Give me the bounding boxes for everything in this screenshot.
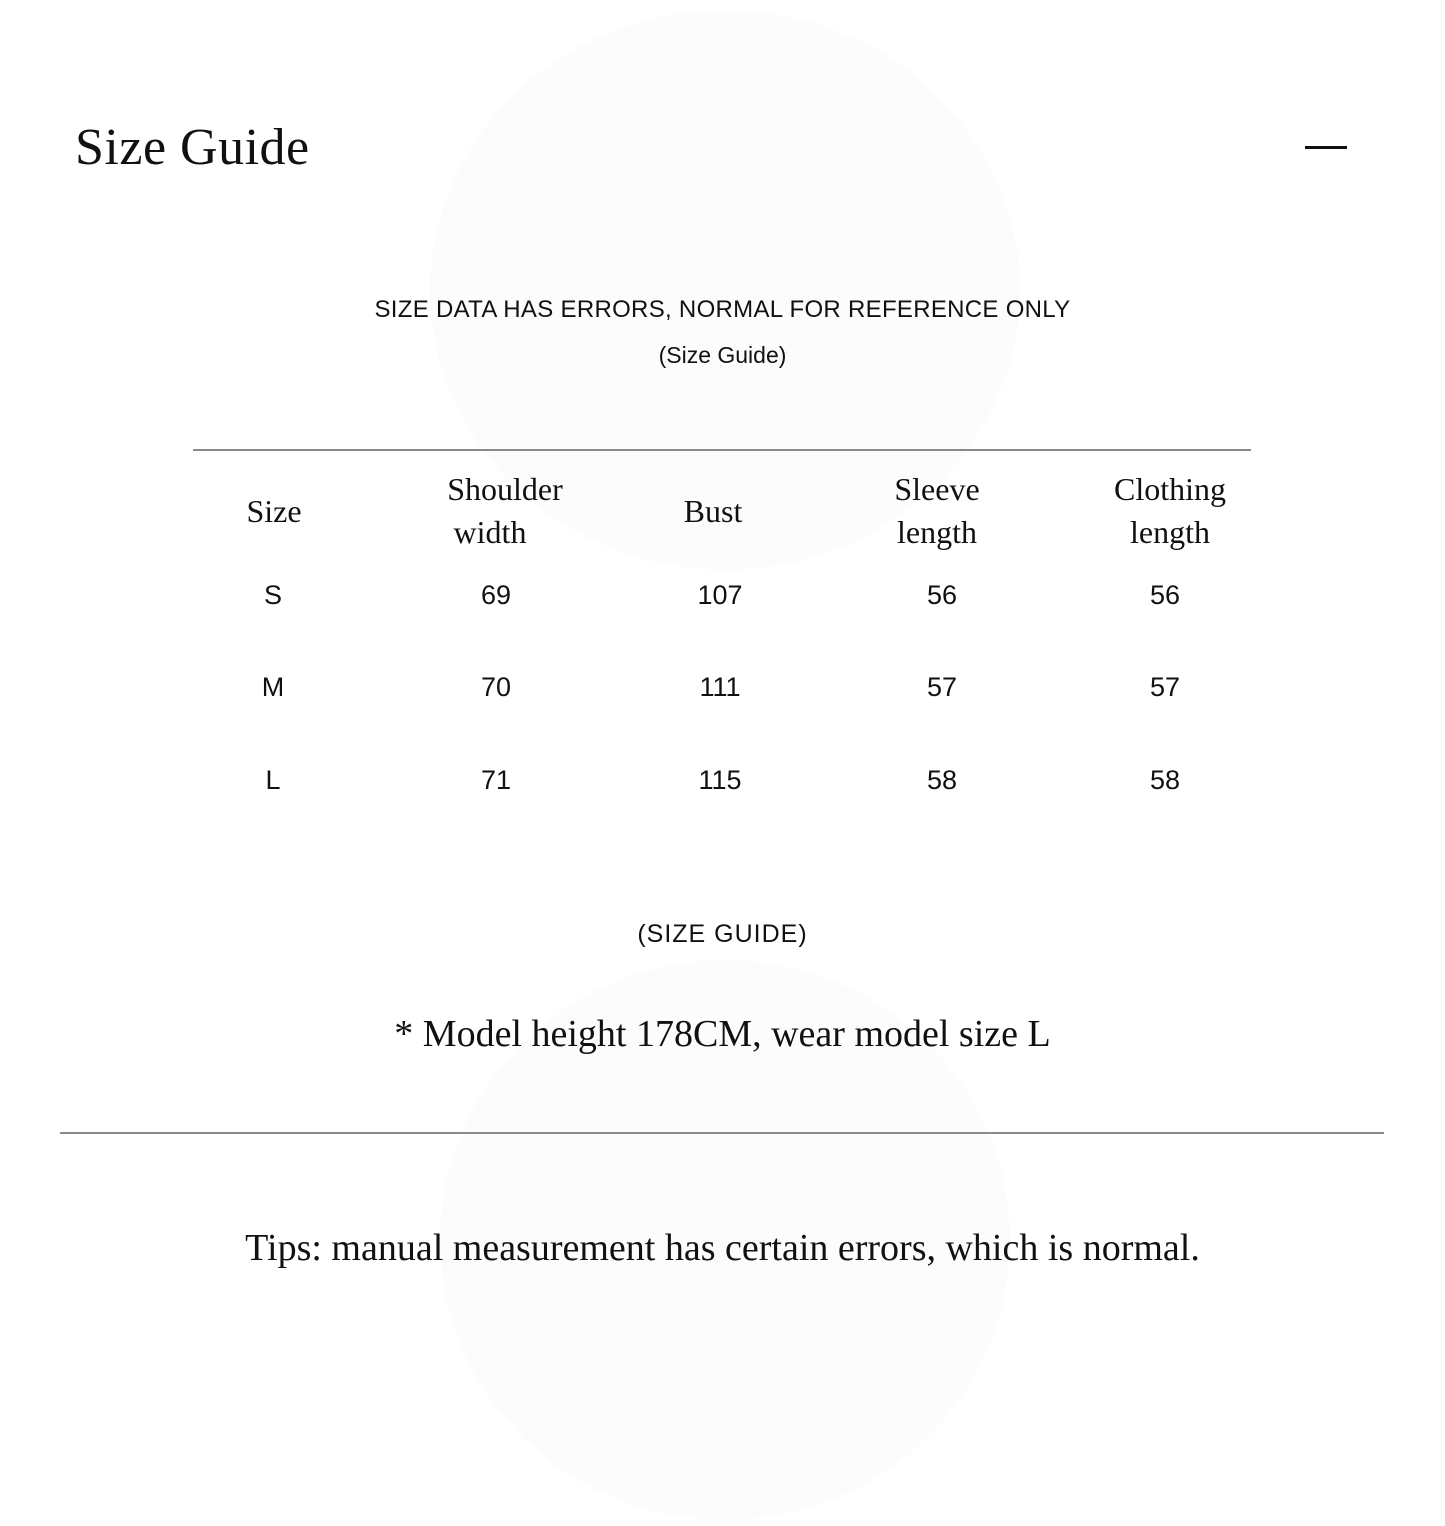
table-cell: 107 [697, 580, 743, 610]
table-cell: 69 [480, 580, 512, 610]
table-cell: M [261, 672, 285, 702]
model-note: * Model height 178CM, wear model size L [394, 1013, 1051, 1055]
table-cell: 57 [1149, 672, 1181, 702]
column-header: Clothing length [1114, 468, 1226, 554]
table-cell: 57 [926, 672, 958, 702]
column-header: Size [246, 490, 301, 533]
page-title: Size Guide [75, 119, 310, 176]
table-cell: 71 [480, 765, 512, 795]
tips-text: Tips: manual measurement has certain err… [245, 1227, 1200, 1269]
background-watermark [430, 10, 1020, 570]
section-divider [60, 1132, 1384, 1134]
table-top-divider [193, 449, 1251, 451]
column-header-line: width [453, 514, 527, 550]
column-header-line: length [897, 514, 977, 550]
table-cell: 56 [1149, 580, 1181, 610]
column-header-line: Size [246, 493, 302, 529]
background-watermark [440, 960, 1010, 1520]
section-label: (SIZE GUIDE) [637, 920, 808, 948]
table-cell: 56 [926, 580, 958, 610]
size-guide-subtitle: (Size Guide) [658, 342, 787, 368]
column-header-line: length [1130, 514, 1210, 550]
size-notice: SIZE DATA HAS ERRORS, NORMAL FOR REFEREN… [374, 296, 1071, 323]
table-cell: 58 [926, 765, 958, 795]
table-cell: 70 [480, 672, 512, 702]
column-header: Shoulder width [447, 468, 563, 554]
minus-icon[interactable] [1305, 146, 1347, 149]
table-cell: 111 [699, 672, 741, 702]
column-header-line: Clothing [1113, 471, 1227, 507]
table-cell: 58 [1149, 765, 1181, 795]
table-cell: L [265, 765, 281, 795]
column-header: Bust [684, 490, 743, 533]
table-cell: 115 [698, 765, 742, 795]
column-header-line: Bust [683, 493, 743, 529]
table-cell: S [263, 580, 283, 610]
column-header: Sleeve length [894, 468, 979, 554]
column-header-line: Sleeve [894, 471, 980, 507]
column-header-line: Shoulder [447, 471, 563, 507]
